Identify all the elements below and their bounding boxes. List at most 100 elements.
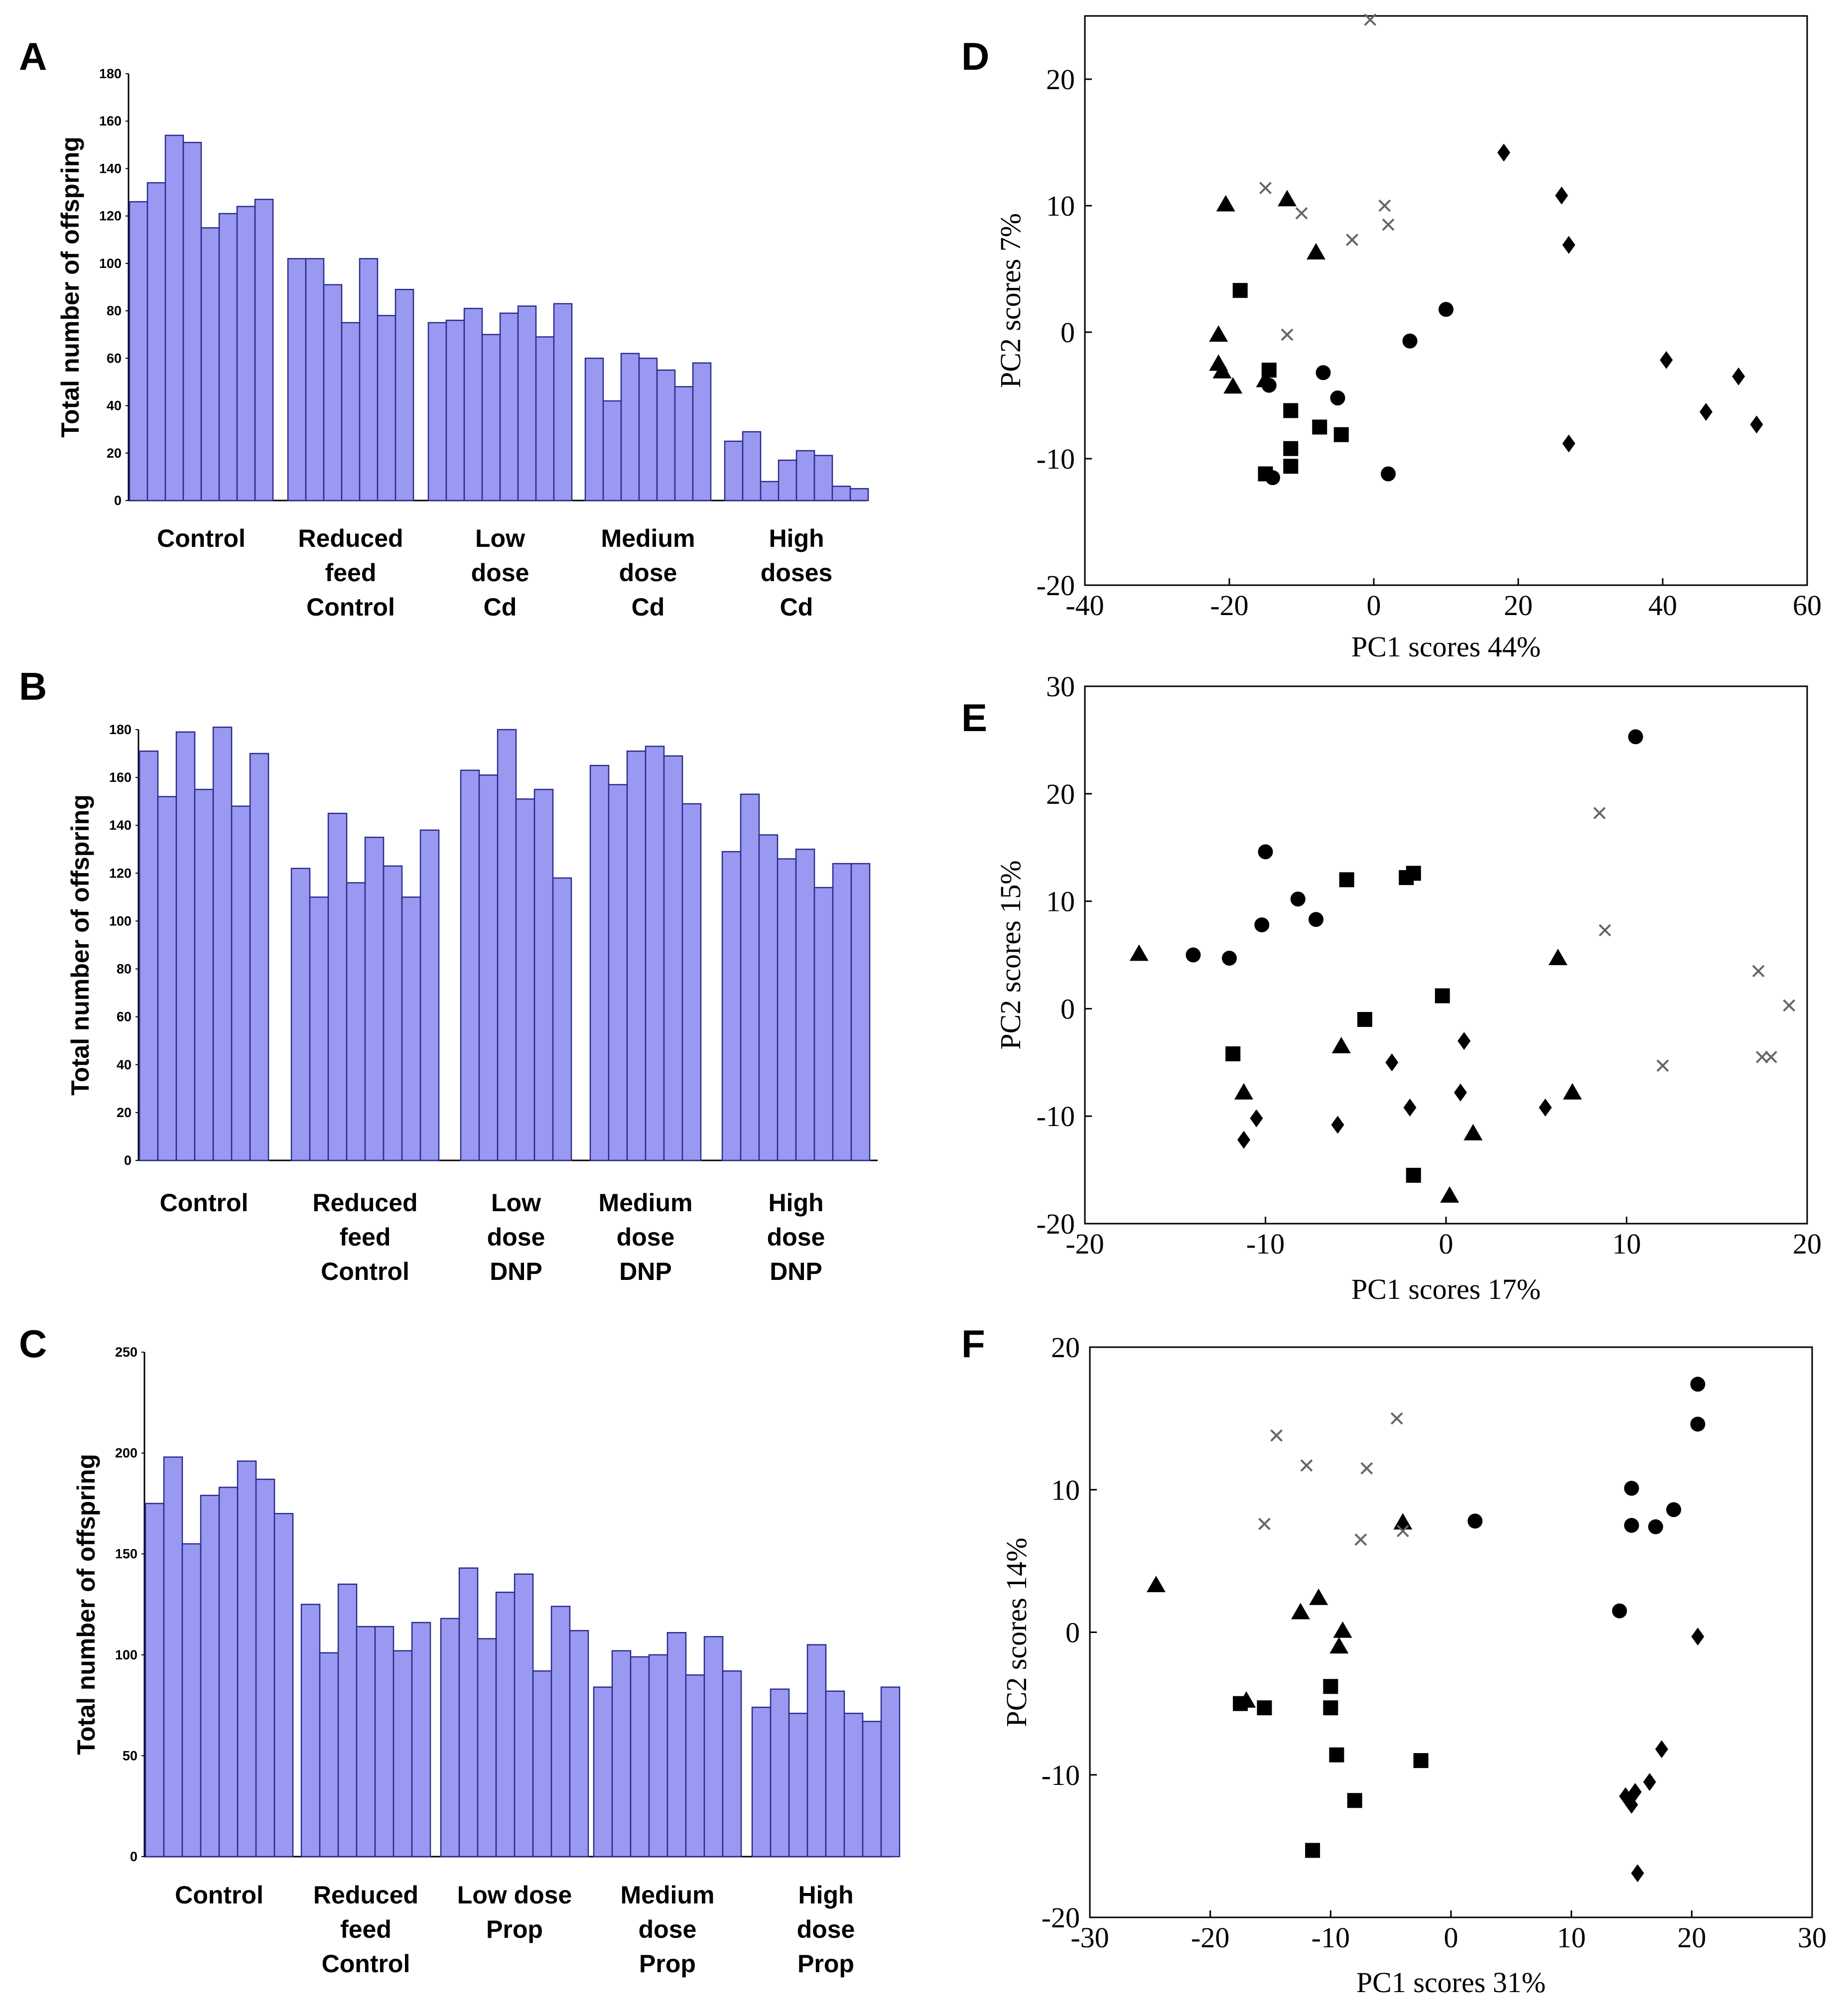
bar-b-4-3: [777, 858, 797, 1161]
bar-a-2-4: [499, 312, 519, 502]
bar-a-4-0: [724, 440, 744, 502]
bar-c-3-1: [611, 1650, 632, 1858]
group-label-b-3-1: dose: [617, 1223, 675, 1251]
x-tick-label-d-0: -40: [1065, 589, 1104, 622]
bar-a-1-3: [341, 322, 361, 502]
chart-c-offspring-prop: 0 50 100 150 200 250 Total number of offspring…: [72, 1345, 901, 1978]
group-label-b-1-2: Control: [321, 1258, 409, 1285]
y-axis-label-b: Total number of offspring: [66, 794, 94, 1096]
y-tick-label-a-7: 140: [99, 161, 122, 176]
bar-a-4-7: [849, 488, 869, 502]
x-tick-label-f-1: -20: [1191, 1921, 1229, 1954]
y-tick-label-e-1: -10: [1037, 1100, 1075, 1133]
group-label-b-3-0: Medium: [599, 1189, 693, 1217]
bar-c-4-4: [825, 1690, 845, 1858]
point-e-triangle-0: [1129, 944, 1149, 961]
bar-b-2-1: [478, 774, 499, 1161]
bar-b-3-0: [589, 764, 610, 1161]
bar-a-3-6: [692, 362, 712, 502]
group-label-b-1-1: feed: [340, 1223, 391, 1251]
bar-a-0-1: [146, 182, 166, 502]
point-d-cross-5: [1382, 218, 1395, 231]
point-f-triangle-2: [1291, 1603, 1310, 1620]
group-label-b-1-0: Reduced: [312, 1189, 417, 1217]
bar-a-2-7: [553, 303, 573, 502]
bar-a-1-1: [305, 258, 325, 502]
point-d-cross-1: [1259, 182, 1272, 194]
y-tick-label-b-5: 100: [109, 913, 132, 928]
group-label-b-0-0: Control: [160, 1189, 249, 1217]
group-label-c-3-1: dose: [639, 1915, 697, 1943]
point-f-circle-7: [1690, 1377, 1706, 1392]
point-d-square-0: [1232, 283, 1248, 298]
group-label-a-3-0: Medium: [601, 524, 695, 552]
point-e-square-0: [1225, 1046, 1241, 1062]
point-f-triangle-0: [1146, 1576, 1166, 1593]
bar-b-4-6: [832, 863, 852, 1161]
bar-c-1-3: [356, 1626, 376, 1858]
point-d-circle-3: [1330, 390, 1345, 406]
bar-c-1-6: [411, 1622, 431, 1858]
bar-a-2-5: [517, 305, 537, 502]
bar-c-0-5: [237, 1460, 257, 1858]
group-label-a-4-2: Cd: [780, 593, 813, 621]
bar-a-4-4: [795, 450, 815, 502]
bar-c-0-4: [218, 1487, 239, 1858]
point-f-cross-2: [1300, 1459, 1313, 1472]
point-d-circle-6: [1439, 302, 1453, 317]
bar-b-3-1: [608, 784, 628, 1161]
point-d-diamond-1: [1555, 186, 1568, 205]
bar-b-3-3: [645, 746, 665, 1161]
y-tick-label-b-3: 60: [117, 1009, 132, 1024]
point-e-cross-6: [1765, 1051, 1777, 1063]
x-axis-label-d: PC1 scores 44%: [1351, 630, 1541, 663]
x-tick-label-e-1: -10: [1246, 1228, 1285, 1260]
bar-c-4-0: [751, 1706, 772, 1858]
y-tick-label-a-9: 180: [99, 66, 122, 81]
bar-c-1-5: [393, 1650, 413, 1858]
y-axis-label-f: PC2 scores 14%: [1000, 1537, 1033, 1727]
bar-c-2-1: [458, 1567, 479, 1858]
bar-b-4-7: [850, 863, 871, 1161]
y-tick-label-b-9: 180: [109, 722, 132, 737]
point-d-square-3: [1283, 403, 1299, 418]
point-f-diamond-6: [1631, 1864, 1644, 1883]
point-e-square-4: [1406, 866, 1421, 881]
point-e-diamond-6: [1454, 1083, 1467, 1102]
point-d-square-6: [1312, 419, 1327, 435]
point-f-square-6: [1305, 1843, 1320, 1858]
point-d-triangle-0: [1216, 195, 1235, 212]
point-e-cross-4: [1656, 1059, 1669, 1072]
bar-b-1-3: [346, 882, 366, 1161]
group-label-a-4-0: High: [769, 524, 824, 552]
bar-b-0-2: [175, 731, 196, 1161]
y-tick-label-d-2: 0: [1060, 316, 1075, 349]
point-f-cross-4: [1390, 1412, 1403, 1425]
bar-c-3-7: [722, 1670, 742, 1858]
point-f-square-1: [1257, 1700, 1272, 1716]
point-d-square-5: [1283, 459, 1299, 474]
point-f-circle-6: [1690, 1416, 1706, 1432]
point-e-diamond-3: [1385, 1053, 1399, 1072]
bar-a-2-0: [427, 322, 447, 502]
y-tick-label-a-4: 80: [107, 303, 122, 318]
group-label-b-2-1: dose: [487, 1223, 545, 1251]
point-d-circle-5: [1402, 333, 1418, 349]
bar-a-2-1: [445, 319, 465, 502]
point-e-square-6: [1435, 988, 1450, 1004]
x-tick-label-f-3: 0: [1444, 1921, 1458, 1954]
x-tick-label-d-1: -20: [1210, 589, 1248, 622]
group-label-c-4-1: dose: [797, 1915, 855, 1943]
group-label-b-4-1: dose: [767, 1223, 825, 1251]
bar-b-4-4: [795, 849, 815, 1161]
bar-a-4-3: [778, 459, 797, 502]
bar-a-4-6: [831, 486, 851, 502]
x-axis-label-f: PC1 scores 31%: [1356, 1966, 1546, 1999]
bar-b-4-0: [721, 851, 742, 1161]
y-axis-label-e: PC2 scores 15%: [994, 860, 1027, 1049]
point-e-triangle-1: [1234, 1083, 1253, 1100]
point-f-triangle-3: [1309, 1588, 1328, 1605]
point-f-circle-1: [1612, 1603, 1627, 1619]
y-tick-label-f-1: -10: [1042, 1759, 1080, 1791]
